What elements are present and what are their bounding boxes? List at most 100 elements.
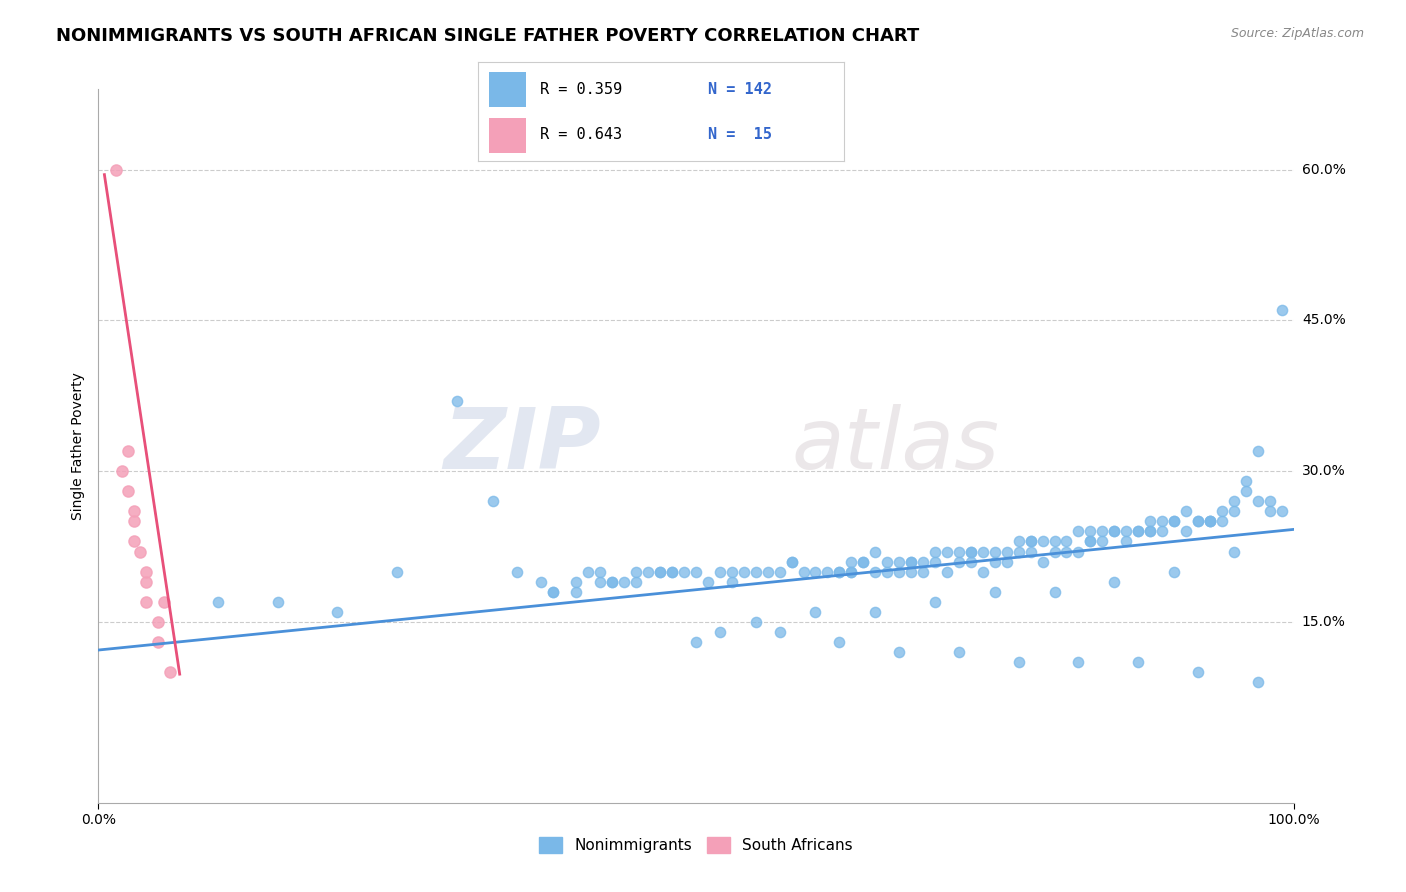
Point	[1056, 534, 1078, 549]
Point	[948, 645, 970, 659]
Point	[1056, 544, 1078, 558]
Point	[1152, 515, 1174, 529]
Point	[984, 555, 1007, 569]
Point	[1032, 555, 1054, 569]
Point	[1104, 524, 1126, 539]
Point	[876, 565, 898, 579]
Point	[1019, 534, 1042, 549]
Point	[1091, 524, 1114, 539]
Point	[1091, 534, 1114, 549]
Point	[159, 665, 181, 680]
Point	[1211, 515, 1233, 529]
Point	[1258, 494, 1281, 508]
Text: R = 0.359: R = 0.359	[540, 82, 623, 97]
Point	[446, 393, 468, 408]
Point	[1199, 515, 1222, 529]
Point	[865, 605, 887, 619]
Point	[1067, 524, 1090, 539]
Point	[1271, 303, 1294, 318]
Point	[900, 555, 922, 569]
Point	[1234, 474, 1257, 488]
Point	[828, 635, 851, 649]
Point	[1223, 544, 1246, 558]
Point	[1115, 524, 1137, 539]
Point	[780, 555, 803, 569]
Point	[626, 565, 648, 579]
Point	[984, 544, 1007, 558]
Point	[709, 565, 731, 579]
Text: 45.0%: 45.0%	[1302, 313, 1346, 327]
Point	[1175, 504, 1198, 518]
Point	[1080, 524, 1102, 539]
Point	[124, 504, 146, 518]
Point	[721, 565, 744, 579]
Text: NONIMMIGRANTS VS SOUTH AFRICAN SINGLE FATHER POVERTY CORRELATION CHART: NONIMMIGRANTS VS SOUTH AFRICAN SINGLE FA…	[56, 27, 920, 45]
Point	[911, 565, 934, 579]
Point	[1199, 515, 1222, 529]
Point	[828, 565, 851, 579]
Point	[1128, 655, 1150, 669]
Point	[1223, 504, 1246, 518]
Point	[1067, 544, 1090, 558]
Point	[900, 555, 922, 569]
Point	[1019, 534, 1042, 549]
Point	[1080, 534, 1102, 549]
Point	[135, 565, 157, 579]
Point	[924, 555, 946, 569]
Point	[648, 565, 672, 579]
Point	[1152, 524, 1174, 539]
Point	[1043, 584, 1066, 599]
Point	[602, 574, 624, 589]
Point	[1258, 504, 1281, 518]
Point	[1043, 534, 1066, 549]
Point	[1008, 544, 1031, 558]
Point	[984, 584, 1007, 599]
Point	[1163, 515, 1185, 529]
Point	[1187, 515, 1209, 529]
Point	[326, 605, 349, 619]
Point	[948, 555, 970, 569]
Point	[148, 615, 170, 629]
Text: R = 0.643: R = 0.643	[540, 127, 623, 142]
Point	[578, 565, 600, 579]
Point	[1175, 524, 1198, 539]
Point	[1187, 515, 1209, 529]
Point	[911, 555, 934, 569]
Point	[153, 595, 176, 609]
Point	[207, 595, 229, 609]
Point	[745, 565, 768, 579]
Y-axis label: Single Father Poverty: Single Father Poverty	[72, 372, 86, 520]
Point	[865, 544, 887, 558]
FancyBboxPatch shape	[489, 119, 526, 153]
Point	[865, 565, 887, 579]
Point	[960, 555, 983, 569]
Point	[124, 515, 146, 529]
Point	[117, 444, 139, 458]
Point	[385, 565, 409, 579]
Point	[589, 565, 612, 579]
Point	[768, 565, 790, 579]
Text: atlas: atlas	[792, 404, 1000, 488]
Point	[541, 584, 564, 599]
Text: ZIP: ZIP	[443, 404, 600, 488]
Point	[960, 544, 983, 558]
Point	[648, 565, 672, 579]
Point	[685, 565, 707, 579]
Point	[530, 574, 553, 589]
Point	[841, 565, 863, 579]
Text: 15.0%: 15.0%	[1302, 615, 1346, 629]
Point	[972, 544, 994, 558]
Point	[1247, 494, 1270, 508]
Text: 60.0%: 60.0%	[1302, 162, 1346, 177]
Text: 30.0%: 30.0%	[1302, 464, 1346, 478]
Point	[541, 584, 564, 599]
Point	[889, 565, 911, 579]
Point	[1019, 544, 1042, 558]
Point	[1223, 494, 1246, 508]
Point	[780, 555, 803, 569]
Point	[1008, 655, 1031, 669]
Point	[995, 544, 1018, 558]
Point	[148, 635, 170, 649]
Point	[124, 534, 146, 549]
Point	[1008, 534, 1031, 549]
